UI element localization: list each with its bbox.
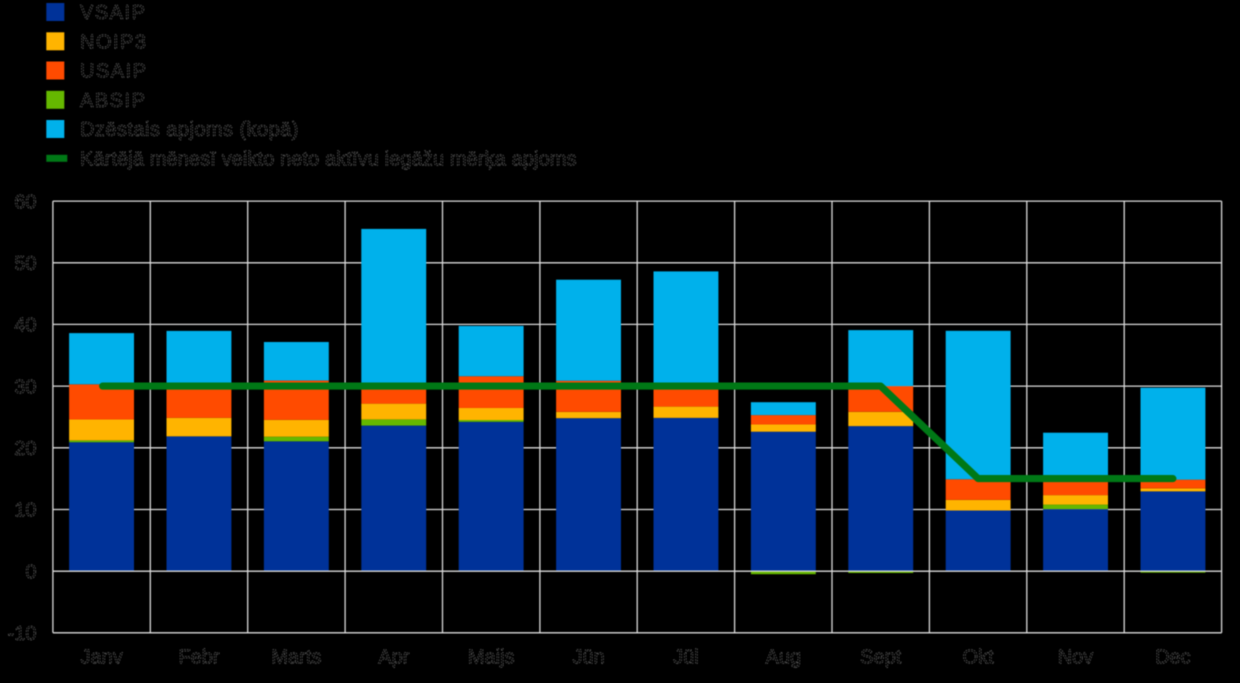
svg-text:50: 50 — [14, 253, 36, 275]
svg-text:Maijs: Maijs — [468, 647, 515, 669]
svg-text:20: 20 — [14, 438, 36, 460]
svg-text:Nov: Nov — [1058, 647, 1094, 669]
svg-text:Jūl: Jūl — [673, 647, 699, 669]
svg-text:Febr: Febr — [178, 647, 219, 669]
svg-text:Sept: Sept — [860, 647, 902, 669]
svg-text:USAIP: USAIP — [80, 61, 148, 83]
svg-text:Aug: Aug — [766, 647, 802, 669]
svg-text:Dzēstais apjoms (kopā): Dzēstais apjoms (kopā) — [80, 119, 299, 141]
svg-text:Marts: Marts — [271, 647, 321, 669]
svg-text:-10: -10 — [8, 623, 37, 645]
svg-text:NOIP3: NOIP3 — [80, 32, 148, 54]
svg-text:Kārtējā mēnesī veikto neto akt: Kārtējā mēnesī veikto neto aktīvu iegāžu… — [80, 149, 577, 171]
svg-text:Apr: Apr — [378, 647, 409, 669]
svg-text:VSAIP: VSAIP — [80, 2, 146, 24]
svg-text:ABSIP: ABSIP — [80, 90, 146, 112]
svg-text:Okt: Okt — [963, 647, 995, 669]
svg-text:Dec: Dec — [1155, 647, 1191, 669]
svg-text:60: 60 — [14, 191, 36, 213]
svg-text:0: 0 — [25, 561, 36, 583]
svg-text:Janv: Janv — [80, 647, 122, 669]
svg-text:30: 30 — [14, 376, 36, 398]
svg-text:40: 40 — [14, 315, 36, 337]
svg-text:Jūn: Jūn — [572, 647, 604, 669]
svg-text:10: 10 — [14, 500, 36, 522]
